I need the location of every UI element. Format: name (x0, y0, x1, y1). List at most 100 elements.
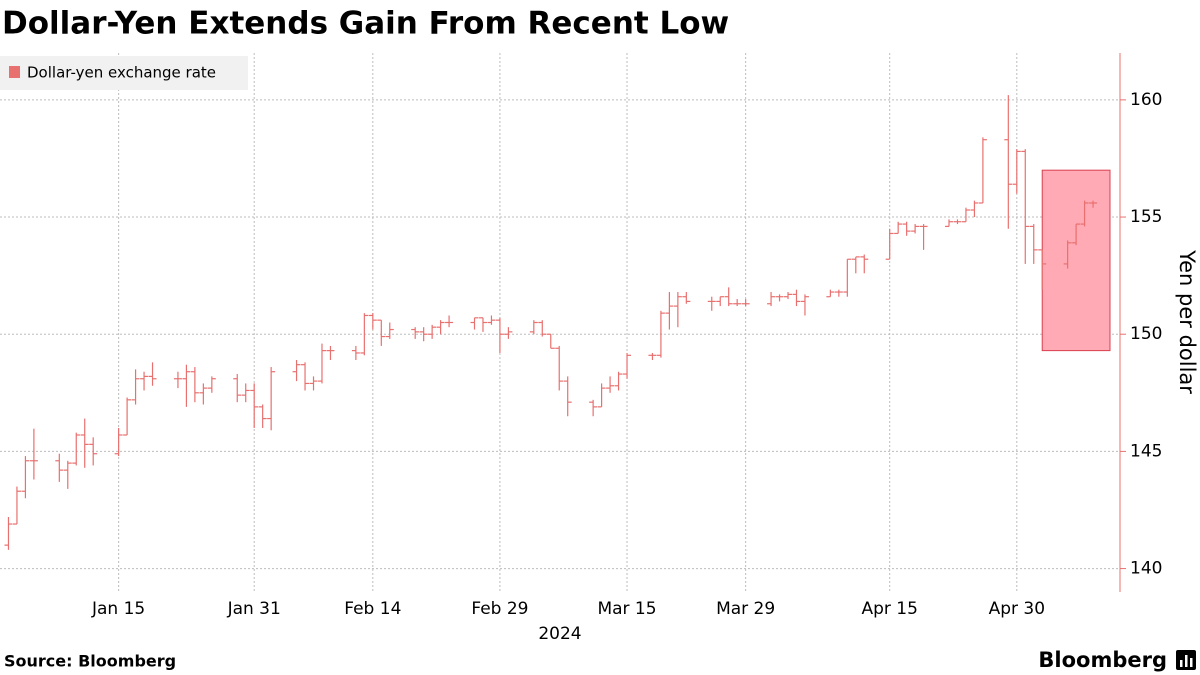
ohlc-bar (1012, 149, 1021, 194)
ohlc-bar (970, 200, 979, 218)
ohlc-bar (241, 383, 250, 403)
ohlc-bar (419, 327, 428, 342)
ohlc-bar (529, 320, 538, 335)
brand-icon (1176, 650, 1196, 670)
ohlc-bar (123, 397, 132, 436)
x-tick-label: Apr 30 (989, 599, 1045, 619)
x-tick-label: Feb 29 (471, 599, 528, 619)
ohlc-bar (29, 428, 38, 480)
x-tick-label: Jan 15 (91, 599, 145, 619)
ohlc-bar (1072, 223, 1081, 246)
ohlc-bar (207, 376, 216, 393)
ohlc-bar (267, 367, 276, 431)
legend-box (0, 56, 248, 90)
ohlc-bar (326, 345, 335, 360)
ohlc-bar (555, 345, 564, 391)
ohlc-bar (707, 296, 716, 311)
ohlc-bar (589, 399, 598, 417)
chart-title: Dollar-Yen Extends Gain From Recent Low (2, 6, 729, 42)
ohlc-bar (606, 376, 615, 393)
ohlc-bar (495, 317, 504, 353)
ohlc-bar (919, 224, 928, 250)
ohlc-bar (1063, 240, 1072, 269)
ohlc-bar (258, 404, 267, 428)
ohlc-bar (826, 289, 835, 298)
ohlc-bar (767, 292, 776, 307)
ohlc-bar (538, 320, 547, 337)
ohlc-bar (309, 376, 318, 391)
ohlc-bar (623, 352, 632, 379)
ohlc-bar (12, 486, 21, 525)
ohlc-bar (961, 207, 970, 223)
ohlc-bar (148, 362, 157, 386)
ohlc-bar (80, 418, 89, 468)
ohlc-bar (436, 320, 445, 335)
ohlc-bar (792, 289, 801, 307)
ohlc-bar (741, 299, 750, 307)
ohlc-bar (784, 292, 793, 300)
y-tick-label: 160 (1130, 90, 1162, 110)
ohlc-bar (478, 317, 487, 332)
x-tick-label: Apr 15 (861, 599, 917, 619)
ohlc-bar (360, 313, 369, 356)
ohlc-bar (1029, 224, 1038, 264)
ohlc-bar (724, 287, 733, 307)
ohlc-bar (1021, 149, 1030, 264)
ohlc-bar (385, 322, 394, 339)
legend-label: Dollar-yen exchange rate (27, 64, 216, 82)
ohlc-bar (1080, 200, 1089, 227)
ohlc-bar (140, 371, 149, 391)
ohlc-bar (131, 369, 140, 405)
y-tick-label: 145 (1130, 441, 1162, 461)
ohlc-bar (114, 427, 123, 457)
ohlc-bar (860, 254, 869, 274)
ohlc-bar (233, 374, 242, 403)
ohlc-bar (4, 517, 13, 550)
x-axis-label: 2024 (538, 624, 581, 644)
ohlc-bar (894, 221, 903, 235)
ohlc-bar (716, 296, 725, 307)
ohlc-bar (63, 460, 72, 489)
legend-swatch (9, 66, 20, 78)
ohlc-bar (317, 343, 326, 384)
x-tick-label: Jan 31 (227, 599, 281, 619)
ohlc-bar (1089, 200, 1098, 208)
ohlc-bar (470, 317, 479, 330)
ohlc-bar (72, 432, 81, 466)
ohlc-bar (673, 292, 682, 328)
ohlc-bar (648, 352, 657, 360)
ohlc-bar (250, 383, 259, 428)
ohlc-bar (377, 319, 386, 346)
ohlc-bar (368, 313, 377, 330)
ohlc-bar (182, 364, 191, 407)
ohlc-bar (978, 137, 987, 204)
ohlc-bar (563, 376, 572, 417)
ohlc-bar (55, 453, 64, 482)
ohlc-bar (775, 294, 784, 302)
ohlc-bar (89, 437, 98, 466)
y-tick-label: 155 (1130, 207, 1162, 227)
ohlc-bar (733, 299, 742, 307)
ohlc-bar (953, 219, 962, 225)
ohlc-bar (945, 219, 954, 228)
ohlc-bar (351, 345, 360, 360)
ohlc-bar (190, 367, 199, 403)
x-tick-label: Mar 15 (597, 599, 656, 619)
ohlc-bar (597, 383, 606, 408)
ohlc-bar (301, 362, 310, 391)
y-tick-label: 150 (1130, 324, 1162, 344)
source: Source: Bloomberg (4, 652, 176, 671)
ohlc-bar (911, 224, 920, 234)
ohlc-bar (487, 315, 496, 325)
y-axis-label: Yen per dollar (1175, 249, 1199, 394)
ohlc-bar (292, 359, 301, 382)
ohlc-bar (411, 327, 420, 339)
ohlc-bar (614, 371, 623, 391)
ohlc-bar (851, 256, 860, 274)
ohlc-bar (199, 383, 208, 405)
ohlc-bar (445, 315, 454, 328)
ohlc-bar (682, 292, 691, 304)
x-tick-label: Mar 29 (716, 599, 775, 619)
ohlc-bar (656, 310, 665, 358)
